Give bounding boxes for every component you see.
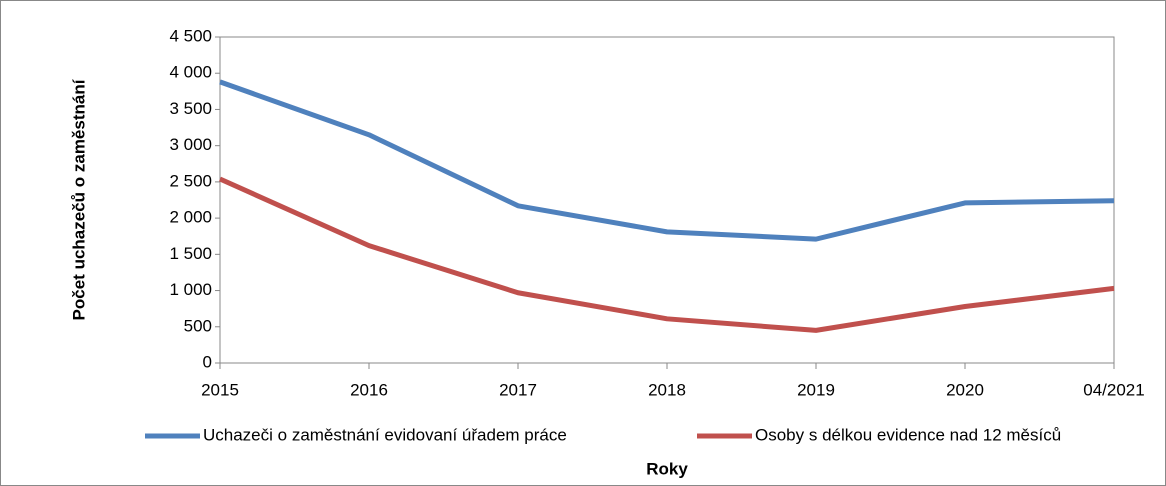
y-tick-label: 2 000 xyxy=(169,208,212,227)
x-tick-label: 04/2021 xyxy=(1083,380,1144,399)
x-tick-label: 2017 xyxy=(499,380,537,399)
y-tick-label: 4 000 xyxy=(169,63,212,82)
x-axis-label: Roky xyxy=(646,459,688,478)
series-line xyxy=(219,79,1115,242)
x-tick-label: 2018 xyxy=(648,380,686,399)
y-tick-label: 0 xyxy=(203,352,212,371)
y-tick-label: 2 500 xyxy=(169,171,212,190)
y-tick-label: 1 500 xyxy=(169,244,212,263)
legend-label: Osoby s délkou evidence nad 12 měsíců xyxy=(755,425,1061,444)
y-tick-label: 3 500 xyxy=(169,99,212,118)
y-tick-label: 3 000 xyxy=(169,135,212,154)
y-tick-label: 500 xyxy=(184,316,212,335)
x-tick-label: 2016 xyxy=(350,380,388,399)
y-tick-label: 1 000 xyxy=(169,280,212,299)
x-tick-label: 2015 xyxy=(201,380,239,399)
legend-label: Uchazeči o zaměstnání evidovaní úřadem p… xyxy=(203,425,567,444)
series-line xyxy=(218,176,1115,333)
x-tick-label: 2019 xyxy=(797,380,835,399)
y-axis-label: Počet uchazečů o zaměstnání xyxy=(69,78,88,320)
x-tick-label: 2020 xyxy=(946,380,984,399)
y-tick-label: 4 500 xyxy=(169,26,212,45)
